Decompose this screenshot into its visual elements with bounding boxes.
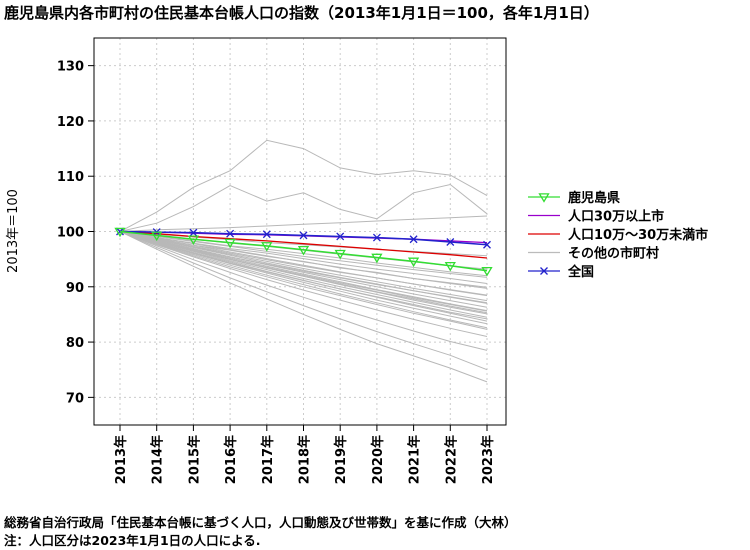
grid: [94, 38, 506, 425]
legend-label: 人口10万～30万未満市: [568, 227, 708, 243]
y-tick-label: 130: [57, 60, 84, 75]
x-tick-label: 2017年: [260, 435, 276, 484]
y-tick-label: 90: [66, 281, 84, 296]
other-municipality-lines: [119, 139, 488, 383]
other-municipality-line: [119, 231, 488, 308]
other-municipality-line: [119, 231, 488, 351]
legend-label: 人口30万以上市: [568, 209, 664, 225]
triangle-marker: [444, 261, 456, 272]
other-municipality-line: [119, 231, 488, 288]
y-tick-label: 100: [57, 226, 84, 241]
x-marker: [483, 240, 491, 249]
x-marker: [446, 238, 455, 246]
y-tick-label: 70: [66, 391, 84, 406]
legend-label: 全国: [567, 264, 594, 280]
triangle-marker: [334, 249, 346, 260]
other-municipality-line: [119, 215, 488, 232]
triangle-marker: [224, 238, 236, 249]
triangle-marker: [407, 257, 420, 268]
triangle-marker: [371, 253, 383, 264]
other-municipality-line: [119, 231, 488, 318]
legend-label: その他の市町村: [568, 246, 659, 262]
x-marker: [540, 267, 548, 275]
x-tick-label: 2019年: [333, 435, 349, 484]
other-municipality-line: [119, 139, 488, 232]
x-tick-label: 2021年: [407, 435, 423, 484]
x-tick-label: 2015年: [186, 435, 202, 484]
other-municipality-line: [119, 231, 488, 329]
other-municipality-line: [119, 231, 488, 330]
series-line: [119, 230, 488, 272]
x-axis: 2013年 2014年 2015年 2016年 2017年 2018年 2019年 2020年…: [113, 425, 496, 484]
other-municipality-line: [119, 231, 488, 314]
series-line: [119, 230, 488, 259]
triangle-marker: [114, 227, 126, 238]
other-municipality-line: [119, 231, 488, 337]
other-municipality-line: [119, 231, 488, 278]
x-tick-label: 2013年: [113, 435, 129, 484]
footer-source: 総務省自治行政局「住民基本台帳に基づく人口，人口動態及び世帯数」を基に作成（大林…: [4, 515, 517, 530]
x-marker: [226, 229, 235, 238]
x-marker: [336, 232, 345, 241]
y-tick-label: 80: [66, 336, 84, 351]
triangle-marker: [297, 245, 310, 256]
y-tick-label: 110: [57, 170, 84, 185]
triangle-marker: [261, 242, 273, 252]
x-tick-label: 2018年: [297, 435, 313, 484]
x-tick-label: 2016年: [223, 435, 239, 484]
triangle-marker: [538, 193, 550, 203]
x-tick-label: 2023年: [480, 435, 496, 484]
x-tick-label: 2022年: [443, 435, 459, 484]
x-tick-label: 2020年: [370, 435, 386, 484]
triangle-marker: [187, 235, 200, 246]
other-municipality-line: [119, 231, 488, 320]
other-municipality-line: [119, 231, 488, 371]
x-marker: [299, 231, 308, 240]
y-axis-label: 2013年＝100: [6, 189, 21, 273]
triangle-marker: [481, 266, 493, 277]
y-axis: 70 80 90 100 110 120 130: [57, 60, 94, 406]
other-municipality-line: [119, 183, 488, 232]
other-municipality-line: [119, 231, 488, 304]
x-tick-label: 2014年: [150, 435, 166, 484]
x-marker: [372, 233, 381, 242]
triangle-marker: [151, 231, 163, 242]
other-municipality-line: [119, 231, 488, 284]
chart-title: 鹿児島県内各市町村の住民基本台帳人口の指数（2013年1月1日＝100，各年1月…: [4, 4, 599, 22]
other-municipality-line: [119, 231, 488, 383]
series-lines: [114, 227, 493, 277]
x-marker: [409, 235, 418, 244]
footer-note: 注：人口区分は2023年1月1日の人口による.: [4, 533, 261, 548]
x-marker: [262, 230, 271, 239]
legend-label: 鹿児島県: [568, 190, 620, 206]
y-tick-label: 120: [57, 115, 84, 130]
other-municipality-line: [119, 231, 488, 296]
x-marker: [189, 228, 198, 237]
